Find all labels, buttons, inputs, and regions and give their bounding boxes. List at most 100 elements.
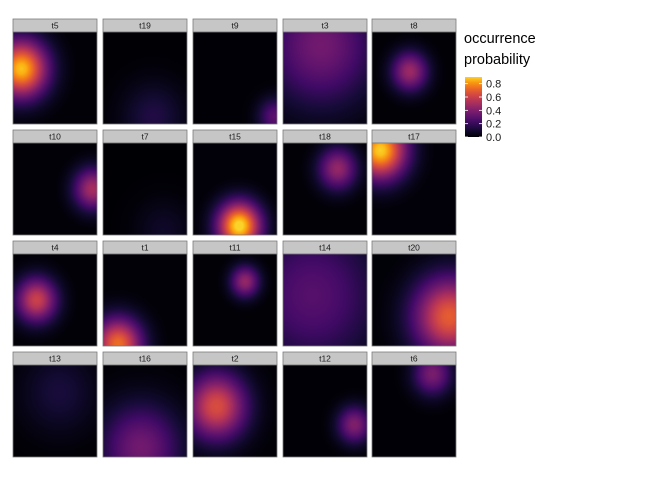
facet-heatmap [372, 32, 456, 124]
facet-strip-label: t19 [139, 21, 151, 31]
facet-panel-t1: t1 [102, 240, 188, 347]
facet-heatmap [13, 365, 97, 457]
facet-strip-label: t10 [49, 132, 61, 142]
hotspot-t10 [13, 143, 97, 235]
hotspot-t5 [13, 32, 97, 124]
hotspot-t20 [372, 254, 456, 346]
panels-layer: t5 t19 t9 t3 t8 t10 t7 t15 t18 t17 t4 t1 t11 t14 t20 t1… [12, 18, 457, 458]
facet-strip-label: t5 [51, 21, 58, 31]
facet-heatmap [193, 143, 277, 235]
facet-heatmap [193, 254, 277, 346]
panel-border [102, 364, 188, 458]
legend-tick-label: 0.8 [486, 79, 501, 91]
facet-panel-t8: t8 [371, 18, 457, 125]
facet-heatmap [283, 254, 367, 346]
facet-panel-t7: t7 [102, 129, 188, 236]
panel-border [12, 364, 98, 458]
facet-strip-label: t1 [141, 243, 148, 253]
hotspot-t7 [103, 143, 187, 235]
panel-border [282, 31, 368, 125]
facet-heatmap [193, 365, 277, 457]
facet-panel-t6: t6 [371, 351, 457, 458]
hotspot-t8 [372, 32, 456, 124]
panel-border [12, 253, 98, 347]
facet-strip-label: t17 [408, 132, 420, 142]
facet-panel-t5: t5 [12, 18, 98, 125]
hotspot-t9 [193, 32, 277, 124]
facet-panel-t18: t18 [282, 129, 368, 236]
panel-border [12, 142, 98, 236]
panel-border [192, 253, 278, 347]
legend-tick-label: 0.2 [486, 119, 501, 131]
legend-title-line-1: occurrence [464, 31, 536, 47]
facet-heatmap [193, 32, 277, 124]
facet-heatmap [103, 32, 187, 124]
facet-heatmap [103, 365, 187, 457]
panel-border [102, 142, 188, 236]
facet-strip-label: t20 [408, 243, 420, 253]
facet-panel-t16: t16 [102, 351, 188, 458]
facet-panel-t14: t14 [282, 240, 368, 347]
legend-tick-label: 0.6 [486, 92, 501, 104]
legend-tick-label: 0.0 [486, 132, 501, 144]
facet-panel-t9: t9 [192, 18, 278, 125]
panel-border [282, 142, 368, 236]
facet-strip-label: t15 [229, 132, 241, 142]
hotspot-t19 [103, 32, 187, 124]
facet-panel-t20: t20 [371, 240, 457, 347]
panel-border [371, 253, 457, 347]
facet-strip-label: t12 [319, 354, 331, 364]
panel-border [371, 364, 457, 458]
hotspot-t16 [103, 365, 187, 457]
hotspot-t15 [193, 143, 277, 235]
facet-strip-label: t2 [231, 354, 238, 364]
facet-strip-label: t13 [49, 354, 61, 364]
hotspot-t13 [13, 365, 97, 457]
hotspot-t2 [193, 365, 277, 457]
hotspot-t11 [193, 254, 277, 346]
facet-heatmap [283, 32, 367, 124]
facet-heatmap [283, 143, 367, 235]
facet-panel-t12: t12 [282, 351, 368, 458]
facet-panel-t19: t19 [102, 18, 188, 125]
facet-heatmap [103, 143, 187, 235]
hotspot-t3 [283, 32, 367, 124]
facet-panel-t13: t13 [12, 351, 98, 458]
facet-heatmap [283, 365, 367, 457]
panel-border [102, 31, 188, 125]
facet-heatmap [103, 254, 187, 346]
panel-border [371, 31, 457, 125]
facet-heatmap [372, 254, 456, 346]
hotspot-t18 [283, 143, 367, 235]
facet-strip-label: t9 [231, 21, 238, 31]
hotspot-t6 [372, 365, 456, 457]
panel-border [192, 364, 278, 458]
facet-heatmap [13, 254, 97, 346]
hotspot-t12 [283, 365, 367, 457]
facet-strip-label: t6 [410, 354, 417, 364]
facet-panel-t17: t17 [371, 129, 457, 236]
facet-panel-t2: t2 [192, 351, 278, 458]
facet-strip-label: t8 [410, 21, 417, 31]
legend: occurrence probability 0.00.2 0.40.60.8 [464, 31, 536, 144]
panel-border [282, 253, 368, 347]
legend-colorbar [465, 77, 482, 137]
hotspot-t1 [103, 254, 187, 346]
legend-tick-label: 0.4 [486, 105, 501, 117]
facet-strip-label: t14 [319, 243, 331, 253]
facet-panel-t3: t3 [282, 18, 368, 125]
hotspot-t17 [372, 143, 456, 235]
facet-heatmap [13, 143, 97, 235]
hotspot-t14 [283, 254, 367, 346]
panel-border [192, 142, 278, 236]
facet-strip-label: t11 [229, 243, 240, 253]
facet-heatmap [13, 32, 97, 124]
facet-heatmap [372, 365, 456, 457]
facet-panel-t10: t10 [12, 129, 98, 236]
facet-strip-label: t4 [51, 243, 58, 253]
panel-border [282, 364, 368, 458]
panel-border [102, 253, 188, 347]
panel-border [12, 31, 98, 125]
